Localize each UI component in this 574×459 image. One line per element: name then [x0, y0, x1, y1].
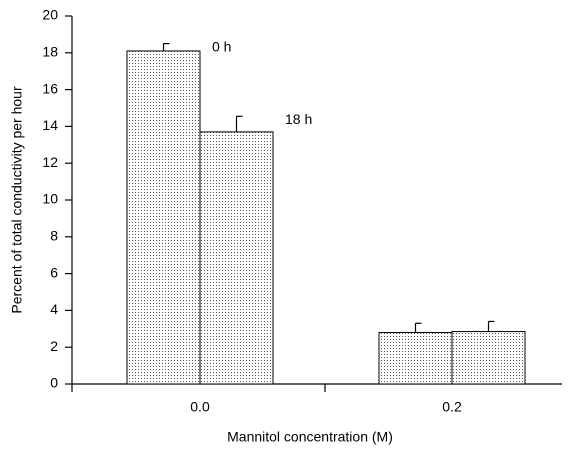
bar — [199, 131, 274, 385]
bar — [126, 50, 201, 385]
y-tick-label: 14 — [42, 117, 58, 133]
y-tick-label: 8 — [50, 228, 58, 244]
y-tick-label: 16 — [42, 80, 58, 96]
x-axis-label: Mannitol concentration (M) — [227, 429, 393, 445]
y-tick-label: 10 — [42, 191, 58, 207]
error-bar — [162, 42, 170, 51]
bar — [451, 331, 526, 385]
series-label: 18 h — [285, 111, 312, 127]
y-axis-label: Percent of total conductivity per hour — [9, 86, 25, 314]
y-tick-label: 6 — [50, 264, 58, 280]
y-tick-label: 12 — [42, 154, 58, 170]
y-tick-label: 18 — [42, 44, 58, 60]
x-tick-label: 0.0 — [190, 399, 210, 415]
bar — [378, 331, 453, 385]
y-tick-label: 4 — [50, 301, 58, 317]
y-tick-label: 2 — [50, 338, 58, 354]
y-tick-label: 20 — [42, 7, 58, 23]
error-bar — [235, 115, 243, 132]
series-label: 0 h — [212, 38, 231, 54]
y-tick-label: 0 — [50, 375, 58, 391]
x-tick-label: 0.2 — [442, 399, 462, 415]
error-bar — [487, 320, 495, 332]
error-bar — [414, 322, 422, 333]
